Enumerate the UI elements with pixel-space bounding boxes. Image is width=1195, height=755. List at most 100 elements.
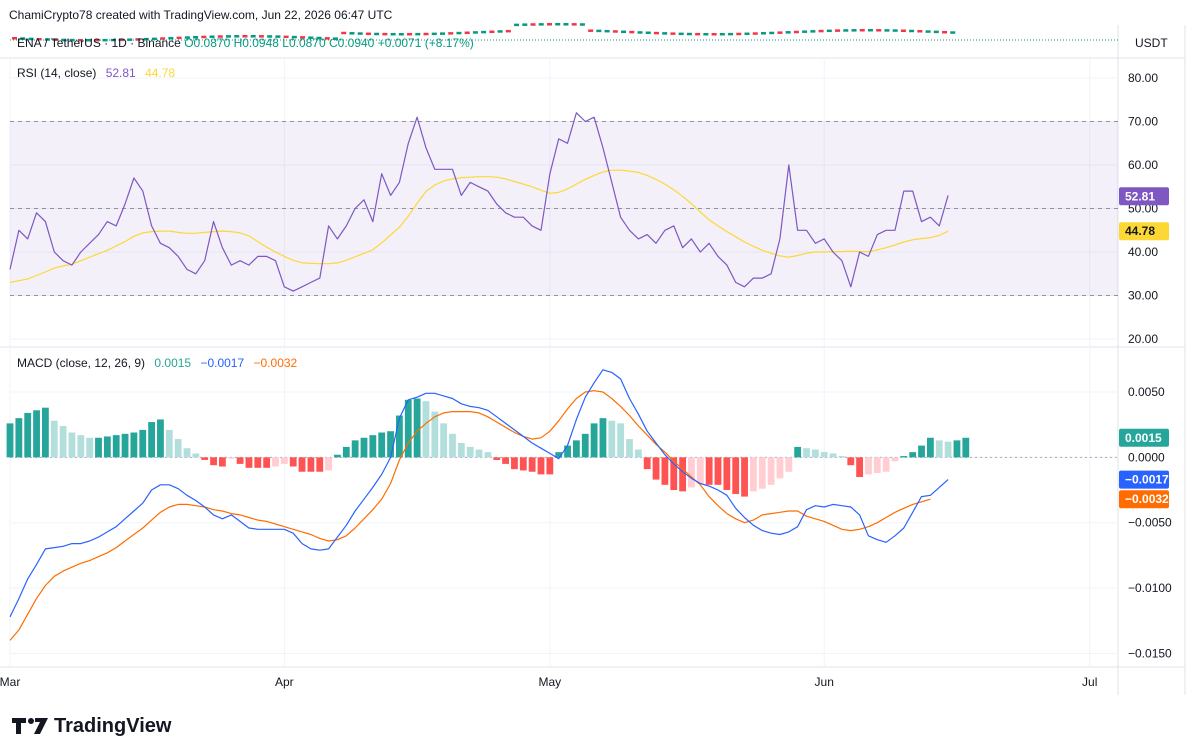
price-candle	[744, 32, 750, 36]
price-candle	[374, 32, 380, 36]
macd-histogram-bar	[519, 457, 527, 471]
macd-histogram-bar	[484, 452, 492, 458]
price-candle	[670, 32, 676, 35]
macd-hist-badge-bg	[1119, 428, 1169, 447]
price-candle	[909, 29, 915, 33]
macd-histogram-bar	[688, 457, 695, 488]
macd-histogram-bar	[475, 449, 483, 458]
x-tick-label: Mar	[0, 675, 20, 689]
price-candle	[555, 23, 561, 26]
macd-legend[interactable]: MACD (close, 12, 26, 9) 0.0015 −0.0017 −…	[17, 356, 297, 370]
macd-hist-badge: 0.0015	[1125, 431, 1162, 445]
macd-histogram-bar	[811, 449, 819, 458]
macd-histogram-bar	[289, 457, 297, 467]
macd-histogram-bar	[891, 457, 899, 462]
macd-histogram-bar	[449, 433, 456, 458]
macd-histogram-bar	[590, 423, 598, 458]
macd-histogram-bar	[758, 457, 766, 489]
macd-histogram-bar	[24, 412, 32, 458]
price-candle	[653, 31, 659, 35]
price-candles-strip	[10, 23, 1118, 42]
macd-histogram-bar	[661, 457, 669, 485]
price-candle	[950, 31, 956, 34]
macd-histogram-bar	[705, 457, 713, 485]
macd-histogram-bar	[909, 452, 917, 458]
macd-histogram-bar	[838, 456, 846, 458]
price-candle	[835, 29, 841, 32]
x-tick-label: May	[539, 675, 562, 689]
price-candle	[489, 30, 495, 34]
price-candle	[135, 38, 141, 41]
price-candle	[431, 32, 437, 36]
price-candle	[876, 29, 882, 32]
rsi-title: RSI (14, close)	[17, 66, 97, 80]
price-candle	[621, 30, 627, 34]
macd-signal-value: −0.0032	[253, 356, 298, 370]
price-candle	[843, 29, 849, 32]
rsi-y-tick: 40.00	[1128, 245, 1158, 259]
macd-y-tick: −0.0150	[1128, 646, 1172, 660]
price-candle	[942, 30, 948, 34]
macd-histogram-bar	[803, 448, 810, 458]
macd-histogram-bar	[254, 457, 262, 468]
macd-title: MACD (close, 12, 26, 9)	[17, 356, 146, 370]
price-candle	[530, 23, 536, 26]
macd-histogram-bar	[599, 418, 607, 458]
macd-histogram-bar	[953, 440, 961, 458]
macd-histogram-bar	[316, 457, 324, 472]
tradingview-logo[interactable]: TradingView	[12, 713, 171, 739]
macd-signal-badge-bg	[1119, 490, 1169, 509]
price-candle	[44, 38, 50, 41]
macd-histogram-bar	[493, 457, 501, 460]
rsi-pane	[9, 112, 1118, 296]
macd-histogram-bar	[935, 440, 943, 458]
macd-histogram-bar	[307, 457, 315, 472]
macd-histogram-bar	[298, 457, 306, 472]
macd-histogram-bar	[86, 437, 94, 458]
rsi-y-tick: 20.00	[1128, 332, 1158, 346]
macd-histogram-bar	[219, 457, 226, 467]
macd-line-badge: −0.0017	[1125, 473, 1169, 487]
macd-histogram-bar	[918, 445, 925, 458]
macd-histogram-bar	[157, 419, 164, 458]
macd-histogram-bar	[440, 423, 448, 458]
macd-histogram-bar	[360, 437, 368, 458]
macd-histogram-bar	[537, 457, 545, 475]
macd-histogram-bar	[528, 457, 536, 472]
macd-histogram-bar	[856, 457, 863, 477]
price-candle	[151, 37, 157, 41]
price-candle	[390, 32, 396, 36]
macd-histogram-bar	[59, 425, 67, 458]
rsi-ma-line	[9, 169, 949, 283]
macd-histogram-bar	[927, 437, 934, 458]
price-candle	[448, 32, 454, 35]
price-candle	[217, 35, 223, 38]
rsi-ma-badge-bg	[1119, 222, 1169, 241]
rsi-legend[interactable]: RSI (14, close) 52.81 44.78	[17, 66, 175, 80]
macd-histogram-bar	[236, 457, 244, 464]
price-candle	[20, 37, 26, 40]
macd-histogram-bar	[634, 449, 642, 458]
macd-histogram-bar	[68, 432, 76, 458]
price-candle	[275, 35, 281, 38]
price-candle	[645, 31, 651, 35]
price-candle	[736, 32, 742, 36]
macd-histogram-bar	[42, 407, 49, 458]
macd-histogram-bar	[882, 457, 890, 472]
brand-name: TradingView	[54, 714, 172, 737]
price-candle	[267, 35, 273, 38]
macd-histogram-bar	[325, 457, 332, 471]
price-candle	[588, 29, 594, 32]
macd-y-tick: 0.0000	[1128, 450, 1165, 464]
rsi-ma-value: 44.78	[145, 66, 176, 80]
price-candle	[168, 36, 174, 40]
symbol-label: ENA / TetherUS · 1D · Binance	[17, 36, 181, 50]
price-candle	[36, 37, 42, 41]
macd-histogram-bar	[555, 452, 563, 458]
macd-histogram-bar	[457, 442, 465, 458]
macd-histogram-bar	[245, 457, 253, 468]
currency-label[interactable]: USDT	[1135, 36, 1168, 50]
symbol-legend[interactable]: ENA / TetherUS · 1D · Binance O0.0870 H0…	[17, 36, 474, 50]
rsi-y-tick: 30.00	[1128, 289, 1158, 303]
macd-histogram-bar	[670, 457, 678, 491]
